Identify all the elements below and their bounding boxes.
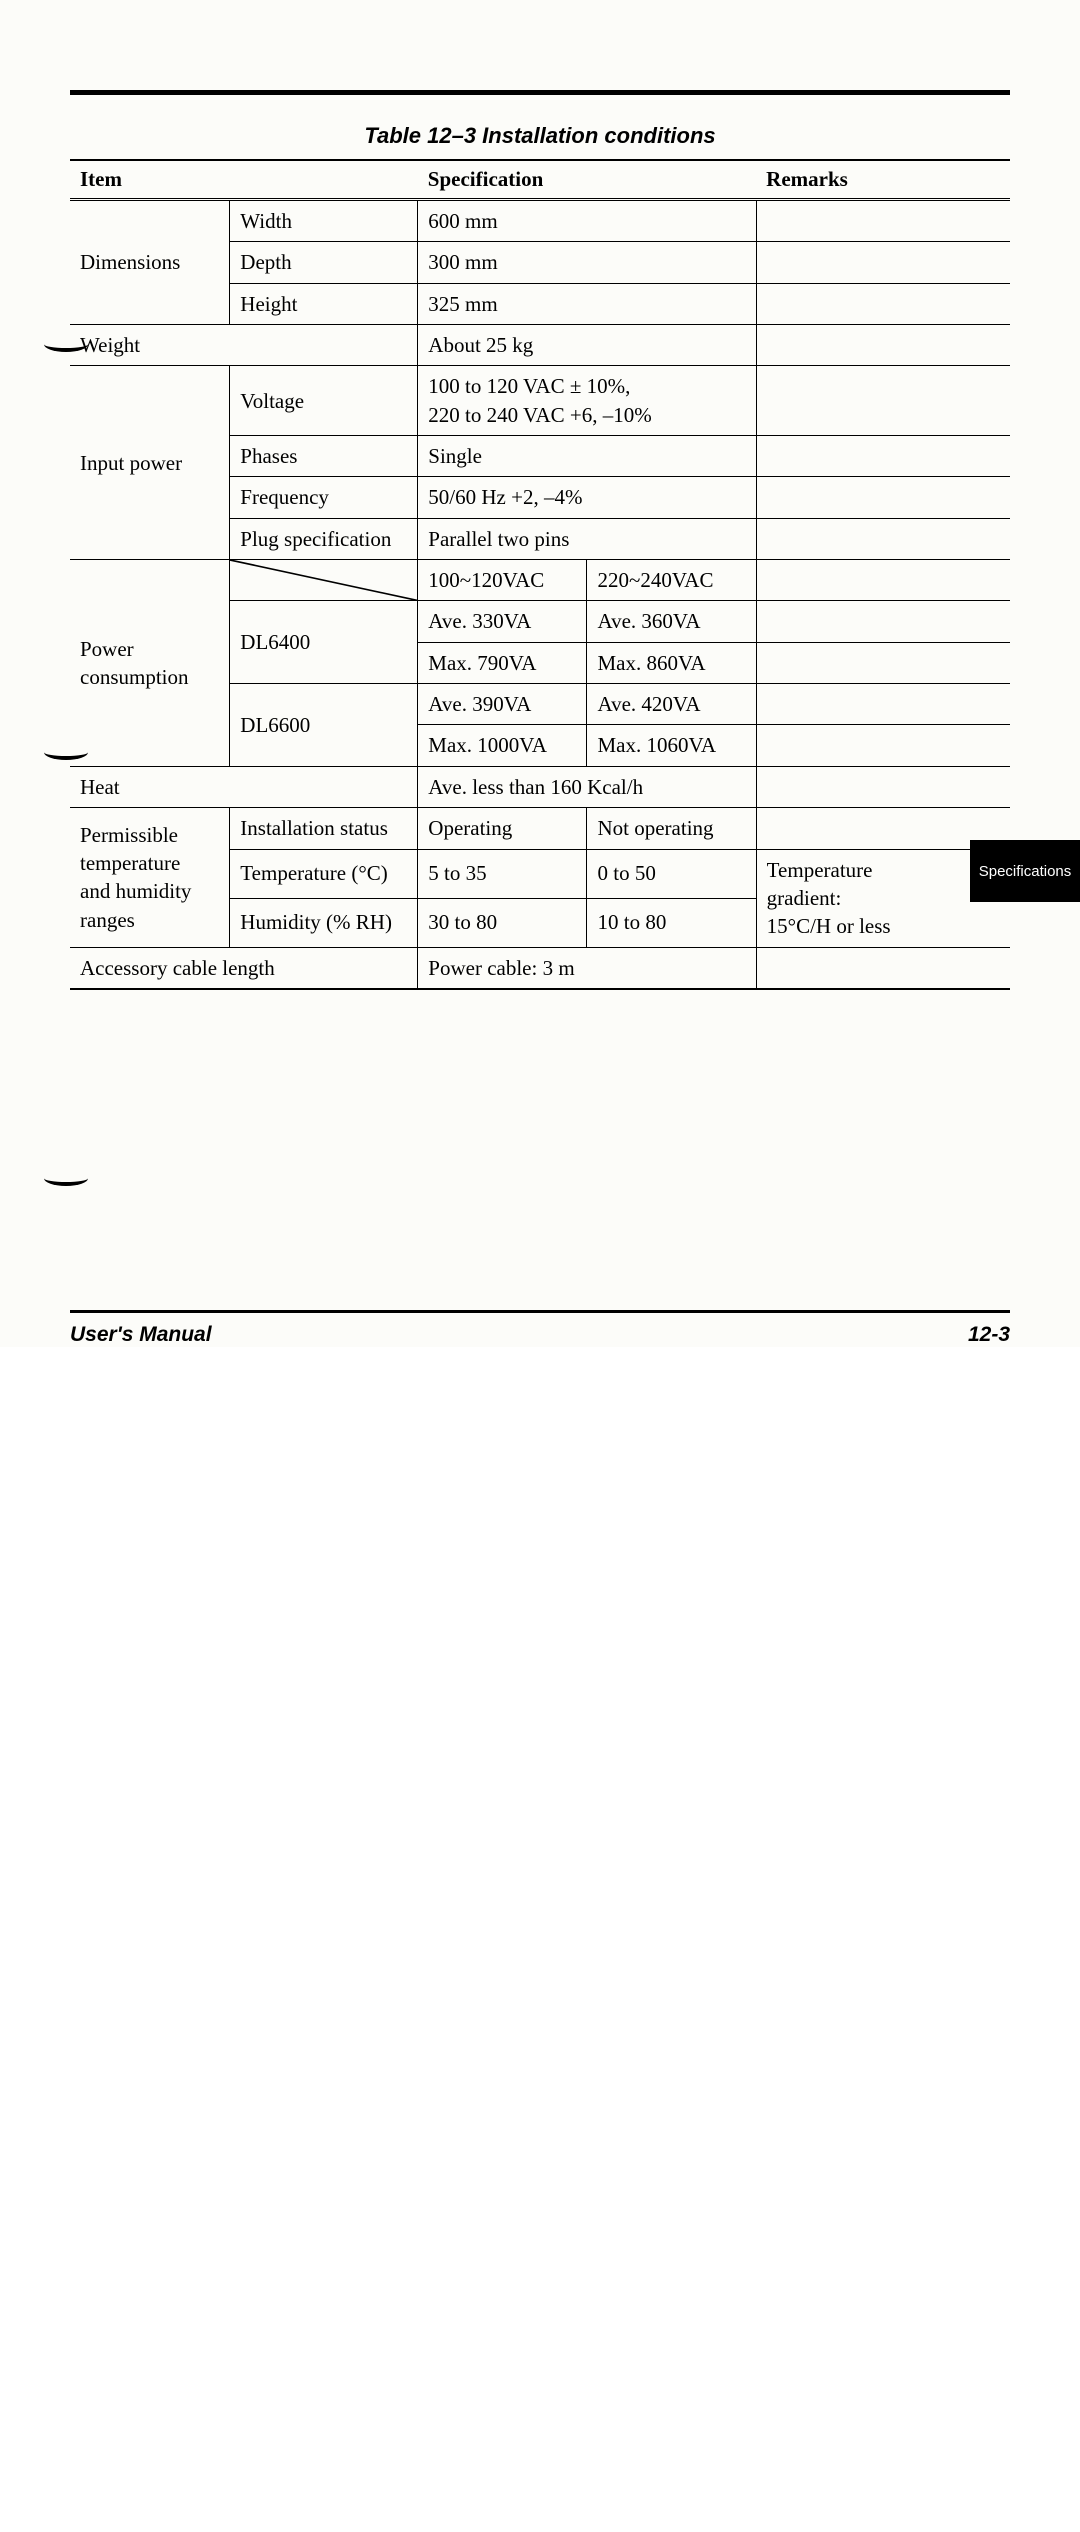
cell-hum-nop: 10 to 80 bbox=[587, 898, 756, 947]
cell-dl6600-label: DL6600 bbox=[230, 684, 418, 767]
page: Table 12–3 Installation conditions Item … bbox=[0, 0, 1080, 1347]
cell-freq-val: 50/60 Hz +2, –4% bbox=[418, 477, 756, 518]
cell-remarks-empty bbox=[756, 684, 1010, 725]
cell-dl6600-max-a: Max. 1000VA bbox=[418, 725, 587, 766]
table-header-row: Item Specification Remarks bbox=[70, 160, 1010, 200]
cell-remarks-empty bbox=[756, 436, 1010, 477]
cell-hum-label: Humidity (% RH) bbox=[230, 898, 418, 947]
cell-ranges-label: Permissible temperature and humidity ran… bbox=[70, 808, 230, 947]
cell-voltage-val: 100 to 120 VAC ± 10%, 220 to 240 VAC +6,… bbox=[418, 366, 756, 436]
cell-depth-label: Depth bbox=[230, 242, 418, 283]
cell-remarks-empty bbox=[756, 766, 1010, 807]
cell-temp-label: Temperature (°C) bbox=[230, 849, 418, 898]
header-remarks: Remarks bbox=[756, 160, 1010, 200]
section-top-rule bbox=[70, 90, 1010, 95]
cell-remarks-empty bbox=[756, 200, 1010, 242]
cell-remarks-empty bbox=[756, 477, 1010, 518]
cell-height-val: 325 mm bbox=[418, 283, 756, 324]
footer-right: 12-3 bbox=[968, 1323, 1010, 1347]
cell-remarks-empty bbox=[756, 242, 1010, 283]
diagonal-line-icon bbox=[230, 560, 417, 600]
cell-heat-label: Heat bbox=[70, 766, 418, 807]
cell-voltage-label: Voltage bbox=[230, 366, 418, 436]
footer: User's Manual 12-3 bbox=[70, 1323, 1010, 1347]
cell-dl6400-max-a: Max. 790VA bbox=[418, 642, 587, 683]
cell-remarks-empty bbox=[756, 725, 1010, 766]
cell-width-val: 600 mm bbox=[418, 200, 756, 242]
cell-inputpower-label: Input power bbox=[70, 366, 230, 560]
table-row: Heat Ave. less than 160 Kcal/h bbox=[70, 766, 1010, 807]
cell-width-label: Width bbox=[230, 200, 418, 242]
cell-hum-op: 30 to 80 bbox=[418, 898, 587, 947]
cell-dimensions-label: Dimensions bbox=[70, 200, 230, 325]
header-item: Item bbox=[70, 160, 418, 200]
table-caption: Table 12–3 Installation conditions bbox=[70, 123, 1010, 149]
footer-left: User's Manual bbox=[70, 1323, 212, 1347]
table-row: Permissible temperature and humidity ran… bbox=[70, 808, 1010, 849]
cell-height-label: Height bbox=[230, 283, 418, 324]
cell-dl6600-ave-a: Ave. 390VA bbox=[418, 684, 587, 725]
table-row: Power consumption 100~120VAC 220~240VAC bbox=[70, 560, 1010, 601]
table-row: Accessory cable length Power cable: 3 m bbox=[70, 947, 1010, 989]
cell-pc-col-b: 220~240VAC bbox=[587, 560, 756, 601]
cell-dl6400-max-b: Max. 860VA bbox=[587, 642, 756, 683]
cell-weight-val: About 25 kg bbox=[418, 325, 756, 366]
cell-plug-label: Plug specification bbox=[230, 518, 418, 559]
cell-cable-label: Accessory cable length bbox=[70, 947, 418, 989]
cell-remarks-empty bbox=[756, 325, 1010, 366]
cell-status-op: Operating bbox=[418, 808, 587, 849]
cell-depth-val: 300 mm bbox=[418, 242, 756, 283]
cell-dl6400-label: DL6400 bbox=[230, 601, 418, 684]
cell-remarks-empty bbox=[756, 366, 1010, 436]
cell-remarks-empty bbox=[756, 947, 1010, 989]
header-spec: Specification bbox=[418, 160, 756, 200]
cell-diagonal bbox=[230, 560, 418, 601]
table-row: Dimensions Width 600 mm bbox=[70, 200, 1010, 242]
table-row: Input power Voltage 100 to 120 VAC ± 10%… bbox=[70, 366, 1010, 436]
cell-pc-col-a: 100~120VAC bbox=[418, 560, 587, 601]
cell-remarks-empty bbox=[756, 560, 1010, 601]
section-tab-label: Specifications bbox=[979, 863, 1072, 880]
cell-status-label: Installation status bbox=[230, 808, 418, 849]
cell-dl6600-ave-b: Ave. 420VA bbox=[587, 684, 756, 725]
section-tab-specifications: Specifications bbox=[970, 840, 1080, 902]
cell-remarks-empty bbox=[756, 283, 1010, 324]
cell-status-nop: Not operating bbox=[587, 808, 756, 849]
cell-dl6400-ave-a: Ave. 330VA bbox=[418, 601, 587, 642]
footer-rule bbox=[70, 1310, 1010, 1313]
binder-mark-icon bbox=[44, 336, 88, 352]
cell-powercons-label: Power consumption bbox=[70, 560, 230, 767]
cell-remarks-empty bbox=[756, 642, 1010, 683]
cell-cable-val: Power cable: 3 m bbox=[418, 947, 756, 989]
installation-conditions-table: Item Specification Remarks Dimensions Wi… bbox=[70, 159, 1010, 990]
cell-weight-label: Weight bbox=[70, 325, 418, 366]
cell-heat-val: Ave. less than 160 Kcal/h bbox=[418, 766, 756, 807]
cell-temp-nop: 0 to 50 bbox=[587, 849, 756, 898]
cell-plug-val: Parallel two pins bbox=[418, 518, 756, 559]
cell-remarks-empty bbox=[756, 601, 1010, 642]
cell-remarks-empty bbox=[756, 518, 1010, 559]
table-row: Weight About 25 kg bbox=[70, 325, 1010, 366]
cell-phases-label: Phases bbox=[230, 436, 418, 477]
cell-dl6400-ave-b: Ave. 360VA bbox=[587, 601, 756, 642]
binder-mark-icon bbox=[44, 744, 88, 760]
cell-dl6600-max-b: Max. 1060VA bbox=[587, 725, 756, 766]
binder-mark-icon bbox=[44, 1170, 88, 1186]
cell-phases-val: Single bbox=[418, 436, 756, 477]
cell-freq-label: Frequency bbox=[230, 477, 418, 518]
cell-temp-op: 5 to 35 bbox=[418, 849, 587, 898]
